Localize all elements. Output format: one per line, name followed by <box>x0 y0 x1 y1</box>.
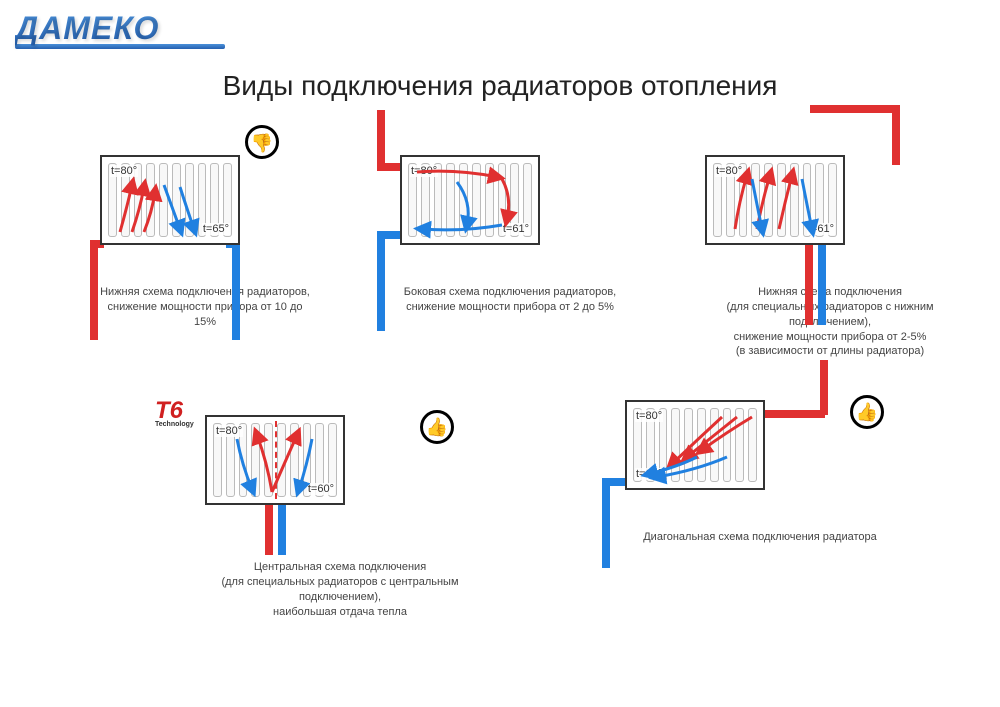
radiator: t=80° t=61° <box>705 155 845 245</box>
pipe-hot-v <box>377 110 385 165</box>
pipe-cold <box>232 240 240 340</box>
thumbs-up-icon: 👍 <box>850 395 884 429</box>
page-title: Виды подключения радиаторов отопления <box>0 70 1000 102</box>
radiator: t=80° t=60° <box>625 400 765 490</box>
logo-text: ДАМЕКО <box>15 10 159 46</box>
temp-out: t=60° <box>635 468 663 480</box>
diagram-diagonal-connection: 👍 t=80° t=60° Диагональная схема подключ… <box>620 400 900 545</box>
temp-out: t=60° <box>307 483 335 495</box>
caption: Нижняя схема подключения (для специальны… <box>700 285 960 359</box>
pipe-cold-v <box>818 245 826 325</box>
pipe-hot-v <box>820 360 828 415</box>
pipe-hot-h <box>810 105 900 113</box>
thumbs-up-icon: 👍 <box>420 410 454 444</box>
temp-in: t=80° <box>215 425 243 437</box>
pipe-cold-v <box>602 478 610 568</box>
radiator: t=80° t=65° <box>100 155 240 245</box>
pipe-cold-v <box>278 505 286 555</box>
pipe-hot-v2 <box>805 245 813 325</box>
caption: Нижняя схема подключения радиаторов, сни… <box>95 285 315 330</box>
thumbs-down-icon: 👍 <box>245 125 279 159</box>
caption: Боковая схема подключения радиаторов, сн… <box>395 285 625 315</box>
temp-in: t=80° <box>715 165 743 177</box>
pipe-hot <box>90 240 98 340</box>
logo: ДАМЕКО <box>15 10 225 49</box>
temp-in: t=80° <box>410 165 438 177</box>
caption: Центральная схема подключения (для специ… <box>200 560 480 619</box>
diagram-side-connection: t=80° t=61° Боковая схема подключения ра… <box>395 155 625 315</box>
temp-out: t=65° <box>202 223 230 235</box>
pipe-cold-v <box>377 231 385 331</box>
temp-in: t=80° <box>110 165 138 177</box>
radiator: t=80° t=61° <box>400 155 540 245</box>
pipe-hot-h <box>765 410 825 418</box>
pipe-hot-h <box>377 163 401 171</box>
diagram-bottom-special: t=80° t=61° Нижняя схема подключения (дл… <box>700 155 960 359</box>
t6-logo: T6 Technology <box>155 397 194 428</box>
radiator: t=80° t=60° <box>205 415 345 505</box>
temp-out: t=61° <box>502 223 530 235</box>
pipe-hot-v <box>892 105 900 165</box>
pipe-hot-v <box>265 505 273 555</box>
temp-in: t=80° <box>635 410 663 422</box>
diagram-central-connection: T6 Technology 👍 t=80° t=60° Центральная … <box>200 415 480 619</box>
diagram-bottom-connection: 👍 t=80° t=65° Нижняя схема подключения р… <box>95 155 315 330</box>
temp-out: t=61° <box>807 223 835 235</box>
caption: Диагональная схема подключения радиатора <box>620 530 900 545</box>
